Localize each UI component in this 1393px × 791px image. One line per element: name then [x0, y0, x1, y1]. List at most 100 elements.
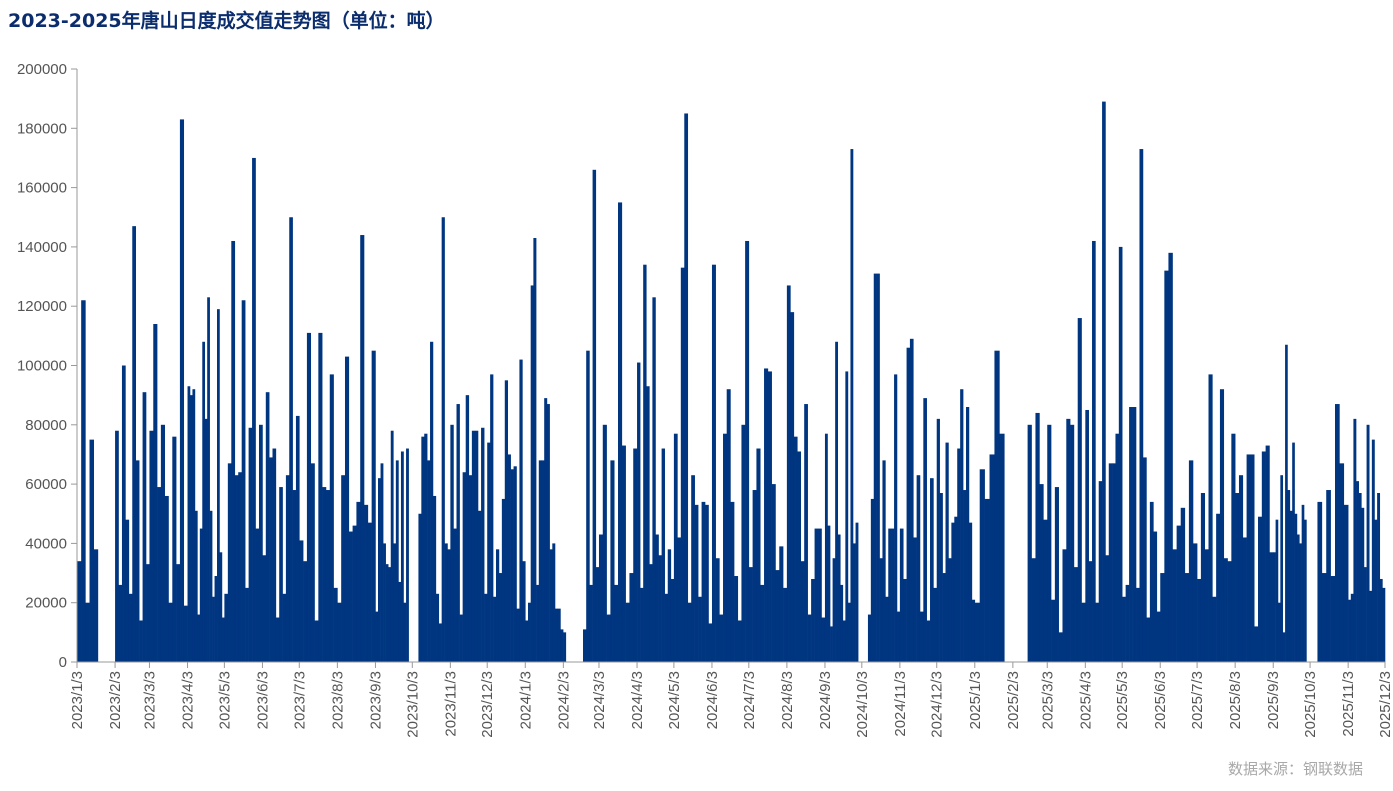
bar — [530, 285, 534, 662]
bar — [314, 620, 319, 662]
bar — [490, 374, 494, 662]
bar — [694, 504, 699, 662]
bar — [1208, 374, 1213, 662]
bar — [1212, 596, 1217, 662]
bar — [951, 522, 955, 662]
bar — [945, 442, 949, 662]
y-tick-label: 80000 — [25, 417, 67, 434]
bar — [202, 341, 206, 662]
bar — [536, 584, 540, 662]
bar — [219, 552, 223, 662]
bar — [845, 371, 849, 662]
bar — [661, 448, 665, 662]
bars-group — [77, 101, 1386, 663]
bar — [891, 528, 895, 662]
bar — [1285, 344, 1288, 662]
bar — [589, 584, 593, 662]
bar — [135, 460, 140, 662]
bar — [1363, 567, 1367, 662]
bar — [1235, 492, 1240, 662]
bar — [1219, 389, 1225, 662]
bar — [790, 312, 795, 662]
bar — [85, 602, 90, 662]
bar — [1027, 424, 1032, 662]
bar — [498, 573, 503, 662]
bar — [262, 555, 267, 662]
x-tick-label: 2023/7/3 — [291, 671, 308, 729]
bar — [1122, 596, 1126, 662]
bar — [519, 359, 523, 662]
x-tick-label: 2024/8/3 — [779, 671, 796, 729]
y-tick-label: 60000 — [25, 476, 67, 493]
bar — [1343, 504, 1349, 662]
bar — [421, 436, 425, 662]
bar — [142, 392, 147, 662]
x-tick-label: 2024/7/3 — [741, 671, 758, 729]
bar — [447, 549, 451, 662]
bar — [430, 341, 434, 662]
bar — [1287, 490, 1291, 662]
bar — [1358, 492, 1362, 662]
bar — [711, 264, 716, 662]
bar — [1277, 602, 1281, 662]
bar — [303, 561, 308, 662]
bar — [646, 386, 650, 662]
bar — [238, 472, 242, 662]
x-tick-label: 2025/11/3 — [1340, 671, 1357, 737]
bar — [1192, 543, 1198, 662]
bar — [994, 350, 1000, 662]
x-tick-label: 2024/6/3 — [704, 671, 721, 729]
x-tick-label: 2025/8/3 — [1227, 671, 1244, 729]
bar — [77, 561, 82, 662]
bar — [1136, 587, 1140, 662]
bar — [364, 504, 369, 662]
y-tick-label: 160000 — [17, 180, 67, 197]
bar — [465, 395, 470, 662]
bar — [779, 546, 784, 662]
bar — [398, 581, 402, 662]
bar — [484, 593, 488, 662]
bar — [708, 623, 713, 662]
bar — [906, 347, 911, 662]
bar — [81, 300, 86, 662]
bar — [621, 445, 626, 662]
bar — [212, 596, 215, 662]
bar — [194, 510, 198, 662]
bar — [552, 543, 556, 662]
bar — [121, 365, 126, 662]
bar — [894, 374, 898, 662]
bar — [322, 487, 327, 662]
bar — [424, 433, 428, 662]
x-tick-label: 2025/10/3 — [1302, 671, 1319, 738]
bar — [1051, 599, 1056, 662]
bar — [438, 623, 442, 662]
bar — [923, 398, 927, 662]
bar — [1374, 519, 1378, 662]
bar — [687, 602, 692, 662]
bar — [850, 149, 854, 662]
bar — [649, 564, 653, 662]
bar — [1273, 552, 1276, 662]
bar — [726, 389, 731, 662]
bar — [1098, 481, 1103, 662]
bar — [183, 605, 188, 662]
bar — [310, 463, 315, 662]
x-tick-label: 2024/10/3 — [854, 671, 871, 738]
bar — [352, 525, 357, 662]
bar — [541, 460, 545, 662]
bar — [453, 528, 457, 662]
bar — [797, 451, 802, 662]
bar — [602, 424, 607, 662]
bar — [1330, 576, 1336, 662]
bar — [306, 332, 312, 662]
y-tick-label: 40000 — [25, 535, 67, 552]
bar — [1058, 632, 1063, 662]
bar — [481, 427, 485, 662]
bar — [344, 356, 350, 662]
bar — [207, 297, 210, 662]
x-tick-label: 2024/1/3 — [517, 671, 534, 729]
bar — [406, 448, 409, 662]
bar — [388, 567, 392, 662]
bar — [118, 584, 123, 662]
bar — [640, 587, 644, 662]
